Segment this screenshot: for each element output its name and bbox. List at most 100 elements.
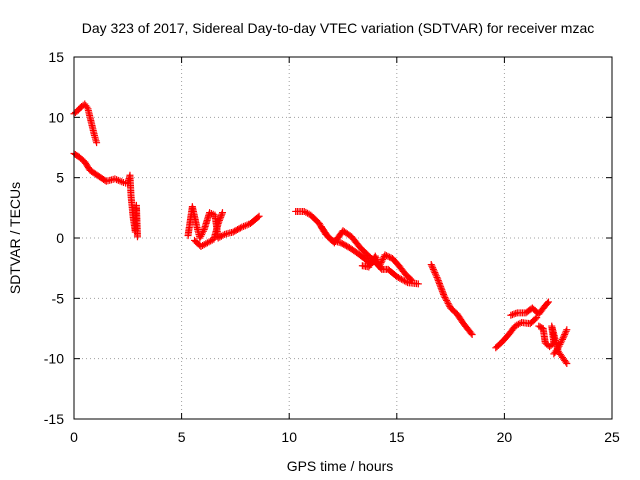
data-point [396, 274, 404, 282]
data-point [382, 252, 390, 260]
data-point [236, 224, 244, 232]
data-point [399, 276, 407, 284]
data-point [196, 234, 204, 242]
data-point [376, 260, 384, 268]
data-point [216, 215, 224, 223]
x-tick-label: 20 [497, 429, 513, 445]
y-tick-label: -15 [44, 411, 64, 427]
y-tick-label: 10 [48, 109, 64, 125]
data-point [512, 309, 520, 317]
data-point [562, 358, 570, 366]
data-point [377, 259, 385, 267]
data-point [384, 252, 392, 260]
data-point [219, 231, 227, 239]
data-point [217, 213, 225, 221]
data-point [443, 298, 451, 306]
y-tick-label: 15 [48, 49, 64, 65]
x-tick-label: 0 [70, 429, 78, 445]
data-point [440, 292, 448, 300]
data-point [373, 255, 381, 263]
data-point [240, 222, 248, 230]
data-point [378, 257, 386, 265]
data-point [508, 311, 516, 319]
data-point [371, 252, 379, 260]
data-point [559, 335, 567, 343]
x-tick-label: 15 [389, 429, 405, 445]
data-point [217, 212, 225, 220]
data-point [560, 332, 568, 340]
data-point [402, 278, 410, 286]
data-point [467, 329, 475, 337]
data-point [393, 273, 401, 281]
data-point [243, 221, 251, 229]
data-point [254, 213, 262, 221]
data-point [381, 251, 389, 259]
data-point [197, 232, 205, 240]
data-point [414, 280, 422, 288]
data-point [533, 314, 541, 322]
data-point [428, 262, 436, 270]
data-point [118, 178, 126, 186]
data-point [561, 329, 569, 337]
data-point [407, 275, 415, 283]
data-point [113, 176, 121, 184]
data-point [445, 301, 453, 309]
data-points [70, 100, 571, 367]
data-point [559, 334, 567, 342]
data-point [93, 139, 101, 147]
y-tick-label: -10 [44, 351, 64, 367]
data-point [554, 344, 562, 352]
data-point [427, 261, 435, 269]
data-point [563, 326, 571, 334]
data-point [433, 273, 441, 281]
y-tick-label: 5 [56, 170, 64, 186]
data-point [408, 276, 416, 284]
chart-title: Day 323 of 2017, Sidereal Day-to-day VTE… [82, 20, 595, 36]
data-point [218, 210, 226, 218]
data-point [214, 220, 222, 228]
data-point [510, 310, 518, 318]
data-point [563, 359, 571, 367]
data-point [432, 272, 440, 280]
data-point [441, 293, 449, 301]
y-tick-label: 0 [56, 230, 64, 246]
data-point [83, 103, 91, 111]
data-point [507, 311, 515, 319]
data-point [444, 299, 452, 307]
data-point [241, 222, 249, 230]
data-point [531, 315, 539, 323]
data-point [557, 339, 565, 347]
data-point [468, 331, 476, 339]
data-point [430, 267, 438, 275]
data-point [133, 233, 141, 241]
data-point [215, 218, 223, 226]
data-point [431, 269, 439, 277]
data-point [114, 176, 122, 184]
x-tick-label: 25 [604, 429, 620, 445]
data-point [379, 256, 387, 264]
data-point [394, 273, 402, 281]
data-point [429, 264, 437, 272]
data-point [372, 254, 380, 262]
data-point [111, 175, 119, 183]
data-point [198, 231, 206, 239]
x-axis-label: GPS time / hours [287, 458, 394, 474]
data-point [198, 229, 206, 237]
data-point [255, 212, 263, 220]
data-point [385, 253, 393, 261]
x-tick-label: 5 [178, 429, 186, 445]
data-point [443, 296, 451, 304]
y-axis-label: SDTVAR / TECUs [7, 182, 23, 294]
data-point [116, 177, 124, 185]
data-point [429, 265, 437, 273]
data-point [561, 331, 569, 339]
data-point [556, 340, 564, 348]
data-point [376, 262, 384, 270]
data-point [555, 342, 563, 350]
grid [74, 57, 612, 419]
data-point [218, 209, 226, 217]
data-point [400, 277, 408, 285]
data-point [562, 327, 570, 335]
data-point [545, 298, 553, 306]
data-point [543, 299, 551, 307]
